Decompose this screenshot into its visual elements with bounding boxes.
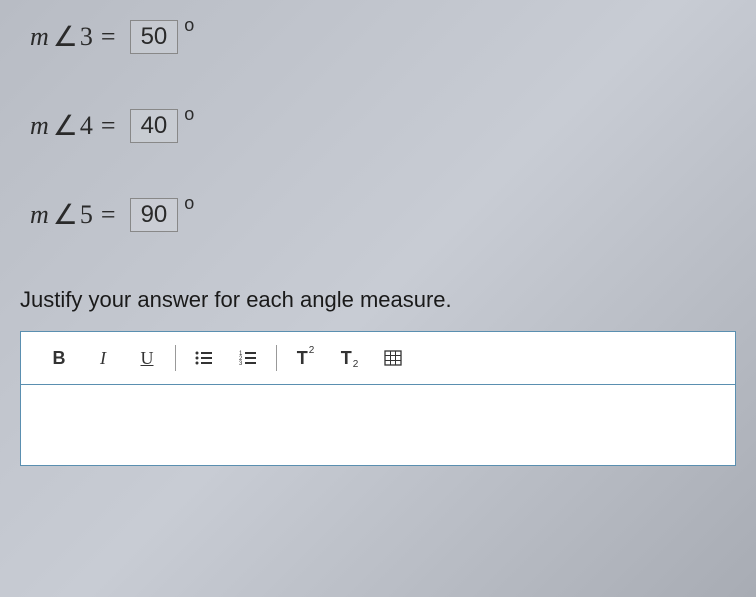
equals-sign: = — [101, 200, 116, 230]
angle-3-row: m ∠ 3 = 50 o — [30, 20, 726, 54]
bullet-list-button[interactable] — [182, 342, 226, 374]
angle-symbol: ∠ — [53, 198, 78, 232]
underline-button[interactable]: U — [125, 342, 169, 374]
numbered-list-button[interactable]: 1 2 3 — [226, 342, 270, 374]
angle-number: 5 — [80, 200, 93, 230]
angle-m-label: m — [30, 200, 49, 230]
subscript-button[interactable]: T2 — [327, 342, 371, 374]
toolbar-divider — [276, 345, 277, 371]
editor-toolbar: B I U 1 2 3 — [21, 332, 735, 385]
superscript-exp: 2 — [309, 345, 315, 356]
equals-sign: = — [101, 111, 116, 141]
justify-prompt: Justify your answer for each angle measu… — [20, 287, 726, 313]
superscript-base: T — [297, 348, 308, 369]
degree-symbol: o — [184, 15, 194, 36]
editor-textarea[interactable] — [21, 385, 735, 465]
subscript-base: T — [341, 348, 352, 369]
equals-sign: = — [101, 22, 116, 52]
angle-symbol: ∠ — [53, 20, 78, 54]
angle-number: 3 — [80, 22, 93, 52]
angle-m-label: m — [30, 22, 49, 52]
toolbar-divider — [175, 345, 176, 371]
subscript-sub: 2 — [353, 359, 359, 370]
angle-5-input[interactable]: 90 — [130, 198, 179, 232]
bullet-list-icon — [195, 350, 213, 366]
angle-3-input[interactable]: 50 — [130, 20, 179, 54]
degree-symbol: o — [184, 104, 194, 125]
angle-m-label: m — [30, 111, 49, 141]
numbered-list-icon: 1 2 3 — [239, 350, 257, 366]
rich-text-editor: B I U 1 2 3 — [20, 331, 736, 466]
angle-4-input[interactable]: 40 — [130, 109, 179, 143]
italic-button[interactable]: I — [81, 342, 125, 374]
angle-4-row: m ∠ 4 = 40 o — [30, 109, 726, 143]
svg-text:3: 3 — [239, 361, 243, 366]
angle-5-row: m ∠ 5 = 90 o — [30, 198, 726, 232]
table-button[interactable] — [371, 342, 415, 374]
degree-symbol: o — [184, 193, 194, 214]
angle-number: 4 — [80, 111, 93, 141]
angle-symbol: ∠ — [53, 109, 78, 143]
superscript-button[interactable]: T2 — [283, 342, 327, 374]
bold-button[interactable]: B — [37, 342, 81, 374]
table-icon — [384, 350, 402, 366]
